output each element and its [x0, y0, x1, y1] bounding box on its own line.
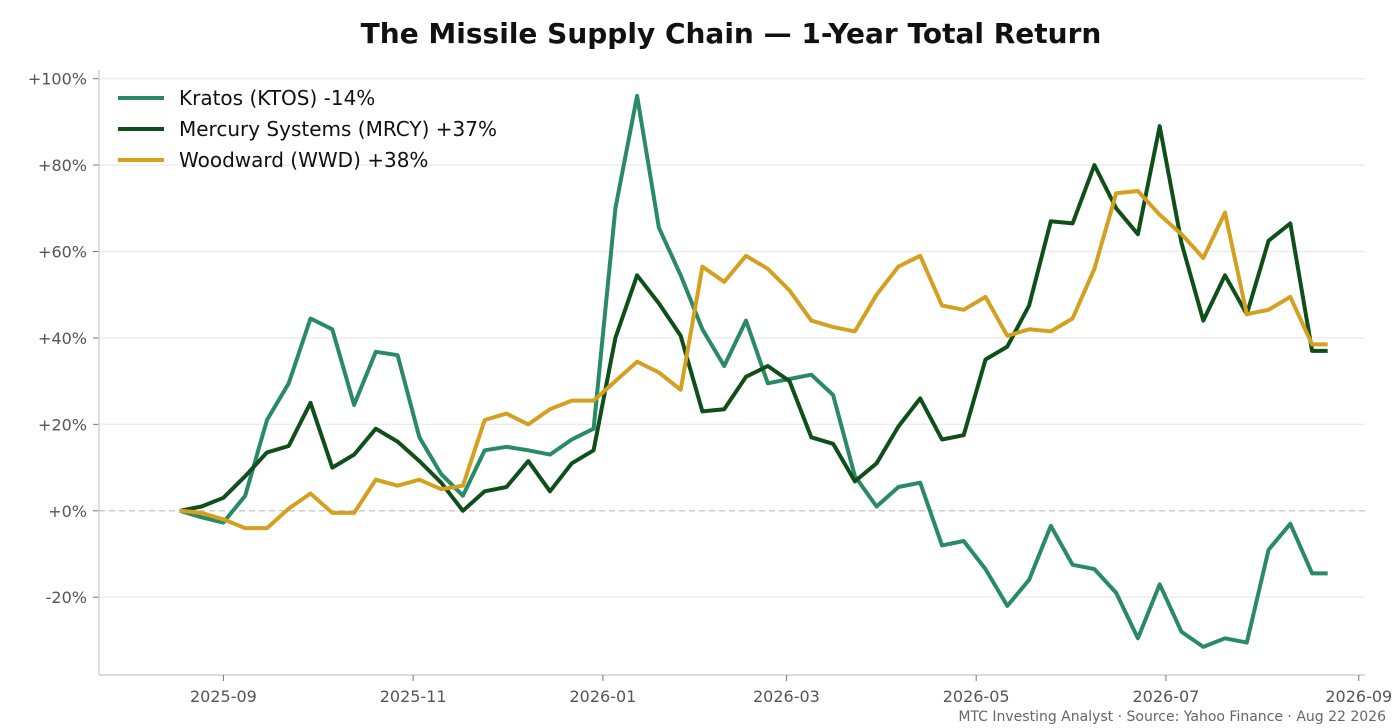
y-tick-label: +0% [48, 502, 87, 521]
y-tick-label: +40% [38, 329, 87, 348]
series-lines [179, 93, 1328, 649]
x-tick-label: 2026-05 [943, 687, 1010, 706]
chart-title: The Missile Supply Chain — 1-Year Total … [361, 17, 1102, 50]
x-tick-label: 2026-09 [1325, 687, 1392, 706]
legend-label-0: Kratos (KTOS) -14% [179, 86, 375, 110]
x-tick-label: 2026-03 [753, 687, 820, 706]
axes: -20% +0% +20% +40% +60% +80% +100% 2025-09 2025-… [28, 70, 1392, 706]
y-tick-label: -20% [46, 588, 87, 607]
x-tick-label: 2026-01 [569, 687, 636, 706]
source-footer: MTC Investing Analyst · Source: Yahoo Fi… [958, 709, 1386, 725]
x-tick-label: 2025-09 [190, 687, 257, 706]
y-tick-label: +100% [28, 70, 87, 89]
x-tick-label: 2026-07 [1132, 687, 1199, 706]
y-tick-label: +60% [38, 243, 87, 262]
series-line-0 [179, 93, 1328, 649]
y-tick-label: +20% [38, 415, 87, 434]
series-line-1 [179, 124, 1328, 513]
gridlines [99, 77, 1365, 598]
y-tick-label: +80% [38, 156, 87, 175]
x-tick-label: 2025-11 [380, 687, 447, 706]
legend: Kratos (KTOS) -14% Mercury Systems (MRCY)… [118, 86, 497, 172]
legend-label-2: Woodward (WWD) +38% [179, 148, 428, 172]
series-line-2 [179, 189, 1328, 531]
legend-label-1: Mercury Systems (MRCY) +37% [179, 117, 497, 141]
